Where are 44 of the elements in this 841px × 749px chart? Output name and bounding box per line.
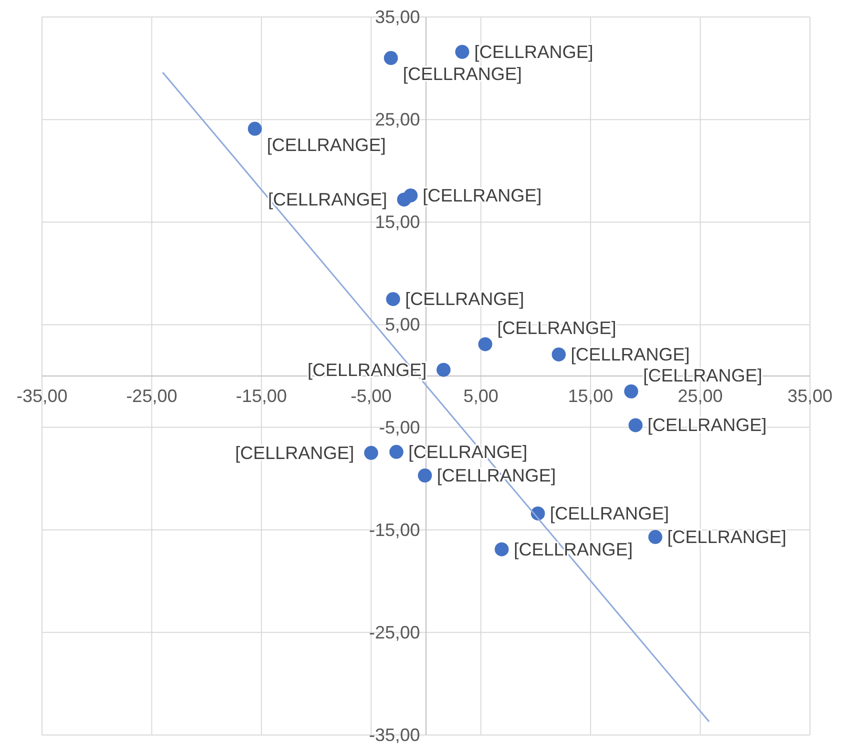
- x-tick-label: 35,00: [787, 386, 833, 406]
- point: [418, 468, 432, 482]
- x-tick-label: -25,00: [126, 386, 178, 406]
- x-tick-label: -35,00: [16, 386, 68, 406]
- data-label: [CELLRANGE]: [643, 365, 762, 386]
- point: [648, 530, 662, 544]
- x-tick-label: -5,00: [350, 386, 392, 406]
- point: [384, 51, 398, 66]
- y-tick-label: -25,00: [368, 622, 420, 642]
- x-tick-label: 15,00: [568, 386, 614, 406]
- data-label: [CELLRANGE]: [648, 415, 767, 436]
- point: [389, 444, 404, 459]
- data-label: [CELLRANGE]: [474, 42, 594, 62]
- y-tick-label: 5,00: [384, 314, 420, 335]
- data-label: [CELLRANGE]: [402, 64, 522, 84]
- data-label: [CELLRANGE]: [405, 289, 524, 310]
- x-tick-label: -15,00: [236, 386, 287, 406]
- y-tick-label: 25,00: [374, 110, 420, 130]
- point: [494, 542, 509, 556]
- point: [628, 418, 643, 432]
- point: [397, 192, 412, 207]
- point: [552, 347, 566, 362]
- point: [364, 446, 378, 460]
- y-tick-label: -15,00: [368, 520, 420, 540]
- y-tick-label: -5,00: [378, 417, 420, 438]
- x-tick-label: 5,00: [463, 386, 498, 406]
- data-label: [CELLRANGE]: [235, 442, 354, 463]
- y-tick-label: 35,00: [374, 7, 420, 27]
- point: [436, 362, 451, 377]
- data-label: [CELLRANGE]: [497, 318, 616, 338]
- x-tick-label: 25,00: [678, 386, 723, 406]
- point: [455, 44, 470, 59]
- y-tick-label: -35,00: [368, 725, 420, 745]
- point: [248, 122, 262, 136]
- data-label: [CELLRANGE]: [570, 344, 690, 364]
- point: [624, 384, 638, 398]
- data-label: [CELLRANGE]: [667, 527, 786, 548]
- y-tick-label: 15,00: [374, 212, 420, 232]
- point: [478, 337, 492, 352]
- data-label: [CELLRANGE]: [550, 503, 669, 524]
- data-label: [CELLRANGE]: [268, 190, 388, 210]
- data-label: [CELLRANGE]: [266, 134, 386, 155]
- data-label: [CELLRANGE]: [422, 185, 542, 206]
- point: [386, 292, 400, 306]
